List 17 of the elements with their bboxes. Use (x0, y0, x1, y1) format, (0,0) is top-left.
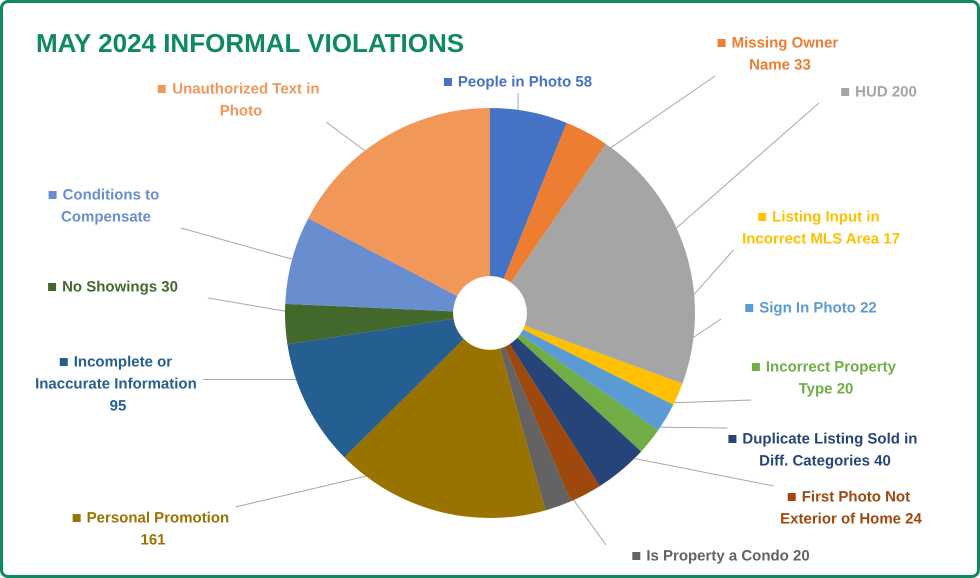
legend-label: HUD 200 (855, 84, 917, 100)
legend-label: Missing Owner Name 33 (732, 34, 842, 74)
chart-title: MAY 2024 INFORMAL VIOLATIONS (36, 28, 464, 58)
legend-label: Duplicate Listing Sold in Diff. Categories 40 (742, 430, 922, 470)
legend-label: Personal Promotion (86, 510, 234, 526)
legend-label: Conditions to Compensate (60, 186, 164, 226)
legend-label: Is Property a Condo 20 (646, 548, 810, 564)
data-label: 161 (140, 532, 166, 548)
legend-label: Listing Input in Incorrect MLS Area 17 (742, 208, 900, 248)
data-label: 95 (110, 398, 126, 414)
legend-label: Unauthorized Text in Photo (172, 80, 324, 120)
legend-label: First Photo Not Exterior of Home 24 (780, 488, 923, 528)
legend-label: Sign In Photo 22 (759, 300, 877, 316)
legend-label: Incorrect Property Type 20 (766, 358, 900, 398)
legend-label: Incomplete or Inaccurate Information (35, 354, 201, 392)
legend-label: No Showings 30 (62, 278, 178, 296)
legend-label: People in Photo 58 (458, 74, 592, 90)
